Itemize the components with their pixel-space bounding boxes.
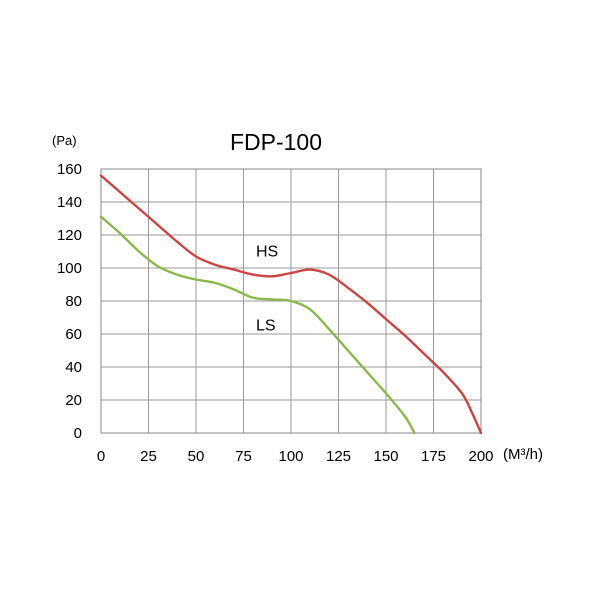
tick-labels: 0 25 50 75 100 125 150 175 200160140120100806040… — [57, 161, 494, 465]
y-tick-label: 120 — [57, 227, 82, 244]
chart-title: FDP-100 — [230, 129, 322, 155]
series-line-ls — [99, 215, 416, 435]
x-tick-label: 0 — [97, 448, 105, 465]
y-tick-label: 100 — [57, 260, 82, 277]
x-tick-label: 175 — [421, 448, 446, 465]
y-tick-label: 80 — [65, 293, 82, 310]
x-tick-label: 125 — [326, 448, 351, 465]
series-line-hs — [99, 174, 483, 435]
x-tick-label: 100 — [278, 448, 303, 465]
y-tick-label: 40 — [65, 359, 82, 376]
y-tick-label: 20 — [65, 392, 82, 409]
x-tick-label: 75 — [235, 448, 252, 465]
y-tick-label: 160 — [57, 161, 82, 178]
series-label-hs: HS — [256, 243, 278, 260]
x-tick-label: 200 — [468, 448, 493, 465]
series-label-ls: LS — [256, 318, 276, 335]
y-tick-label: 0 — [74, 425, 82, 442]
y-tick-label: 140 — [57, 194, 82, 211]
plot-frame — [100, 168, 482, 434]
series — [99, 174, 483, 435]
y-tick-label: 60 — [65, 326, 82, 343]
x-axis-unit: (M³/h) — [503, 446, 543, 463]
series-labels: HS LS — [256, 243, 278, 334]
x-tick-label: 50 — [188, 448, 205, 465]
y-axis-unit: (Pa) — [52, 133, 77, 148]
x-tick-label: 25 — [140, 448, 157, 465]
x-tick-label: 150 — [373, 448, 398, 465]
